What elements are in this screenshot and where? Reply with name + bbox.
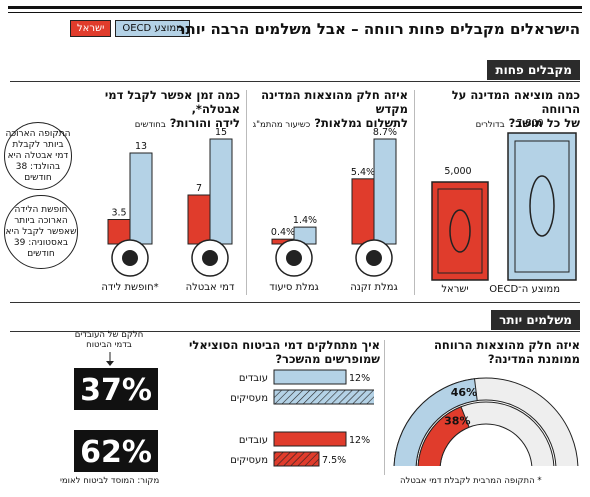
divider [414,90,415,295]
bubble-maternity: חופשת הלידה הארוכה ביותר שאפשר לקבל היא … [4,195,78,269]
top-rule-thick [8,6,582,9]
bar-oecd [209,138,233,245]
arrow-down-icon [106,352,114,366]
panel1-question-line1: כמה מוציאה המדינה על הרווחה [451,88,580,116]
bar-value-label: 3.5 [111,208,126,219]
legend-israel: ישראל [70,20,112,37]
panel5-question-line2: שמופרשים מהשכר? [275,352,380,366]
value-employees: 12% [349,373,370,384]
panel1-question: כמה מוציאה המדינה על הרווחה של כל תושב? … [415,88,580,132]
divider [384,340,385,475]
footnote: * התקופה המרבית לקבלת דמי אבטלה [400,476,542,486]
section-rule [10,331,580,332]
panel5-question: איך מתחלקים דמי הביטוח הסוציאלי שמופרשים… [180,338,380,366]
bar-value-label: 0.4% [271,227,295,238]
top-rule-thin [8,12,582,13]
employee-share-box [74,430,158,472]
panel1-israel-label: ישראל [441,284,469,295]
value-employers: 7.5% [322,455,346,466]
panel5-question-line1: איך מתחלקים דמי הביטוח הסוציאלי [188,338,380,352]
panel1-oecd-value: 7,800 [516,118,544,129]
bar-value-label: 5.4% [351,167,375,178]
section-rule [10,302,580,303]
category-label: גמלת סיעוד [269,282,319,293]
employee-share-value: 62% [80,435,152,470]
panel2-question-line1: איזה חלק מהוצאות המדינה מקדש [261,88,408,116]
arc-oecd-label: 46% [451,386,477,399]
section-rule [10,81,580,82]
arc-israel [417,406,470,466]
bar-employees [273,369,347,385]
caregiver-icon-glyph [286,250,302,266]
bar-israel [187,194,211,245]
legend: ממוצע OECD ישראל [70,20,190,37]
category-label: גמלת זקנה [350,282,397,293]
value-employees: 12% [349,435,370,446]
divider [246,90,247,295]
bubble-unemployment: התקופה הארוכה ביותר לקבלת דמי אבטלה היא … [4,122,72,190]
panel2-unit: כשיעור מהתמ"ג [252,120,311,130]
section-pay: משלמים יותר [491,310,580,330]
arc-israel-label: 38% [444,415,470,428]
bar-value-label: 8.7% [373,127,397,138]
panel3-chart: 7 15 דמי אבטלה 3.5 13 חופשת לידה* [101,127,235,293]
bar-oecd [129,152,153,245]
panel1-banknotes [431,132,577,281]
banknote-oecd-icon [507,132,577,281]
bar-value-label: 1.4% [293,215,317,226]
bar-employers [273,451,320,467]
source: מקור: המוסד לביטוח לאומי [60,476,160,486]
panel2-chart: 5.4% 8.7% גמלת זקנה 0.4%1.4% גמלת סיעוד [269,127,397,293]
employee-share-box [74,368,158,410]
row-label-employers: מעסיקים [230,393,268,404]
employee-share-value: 37% [80,373,152,408]
panel5-side-note: חלקם של העובדים בדמי הביטוח [74,330,144,350]
legend-oecd: ממוצע OECD [115,20,190,37]
bar-israel [351,178,375,245]
panel3-question-line1: כמה זמן אפשר לקבל דמי אבטלה*, [104,88,240,116]
baby-stroller-icon-glyph [122,250,138,266]
panel4-question: איזה חלק מהוצאות הרווחה ממומנת המדינה? [390,338,580,366]
banknote-israel-icon [431,181,489,281]
panel1-oecd-label: ממוצע ה־OECD [489,284,560,295]
panel4-question-line1: איזה חלק מהוצאות הרווחה [434,338,580,352]
row-label-employees: עובדים [239,435,268,446]
bar-value-label: 7 [196,183,202,194]
bar-value-label: 15 [215,127,227,138]
panel2-question: איזה חלק מהוצאות המדינה מקדש לתשלום גמלא… [238,88,408,132]
bar-oecd [373,138,397,245]
bar-employees [273,431,347,447]
row-label-employers: מעסיקים [230,455,268,466]
panel4-chart: 46% 38% [393,377,579,466]
panel1-israel-value: 5,000 [444,166,472,177]
panel1-unit: בדולרים [475,120,505,130]
panel2-question-line2: לתשלום גמלאות? [314,116,408,130]
arc-oecd [393,378,478,466]
row-label-employees: עובדים [239,373,268,384]
panel3-question: כמה זמן אפשר לקבל דמי אבטלה*, לידה והורו… [70,88,240,132]
category-label: חופשת לידה* [101,282,158,293]
elderly-couple-icon-glyph [366,250,382,266]
panel1-question-line2: של כל תושב? [508,116,580,130]
category-label: דמי אבטלה [186,282,235,293]
panel4-question-line2: ממומנת המדינה? [487,352,580,366]
palm-trees-icon-glyph [202,250,218,266]
panel3-question-line2: לידה והורות? [169,116,240,130]
bar-value-label: 13 [135,141,147,152]
page-title: הישראלים מקבלים פחות רווחה – אבל משלמים … [176,20,580,38]
panel3-unit: בחודשים [134,120,166,130]
section-receive: מקבלים פחות [487,60,580,80]
bar-employers [273,389,374,405]
panel5-chart: 37%עובדיםמעסיקים12%19%62%עובדיםמעסיקים12… [74,368,374,472]
